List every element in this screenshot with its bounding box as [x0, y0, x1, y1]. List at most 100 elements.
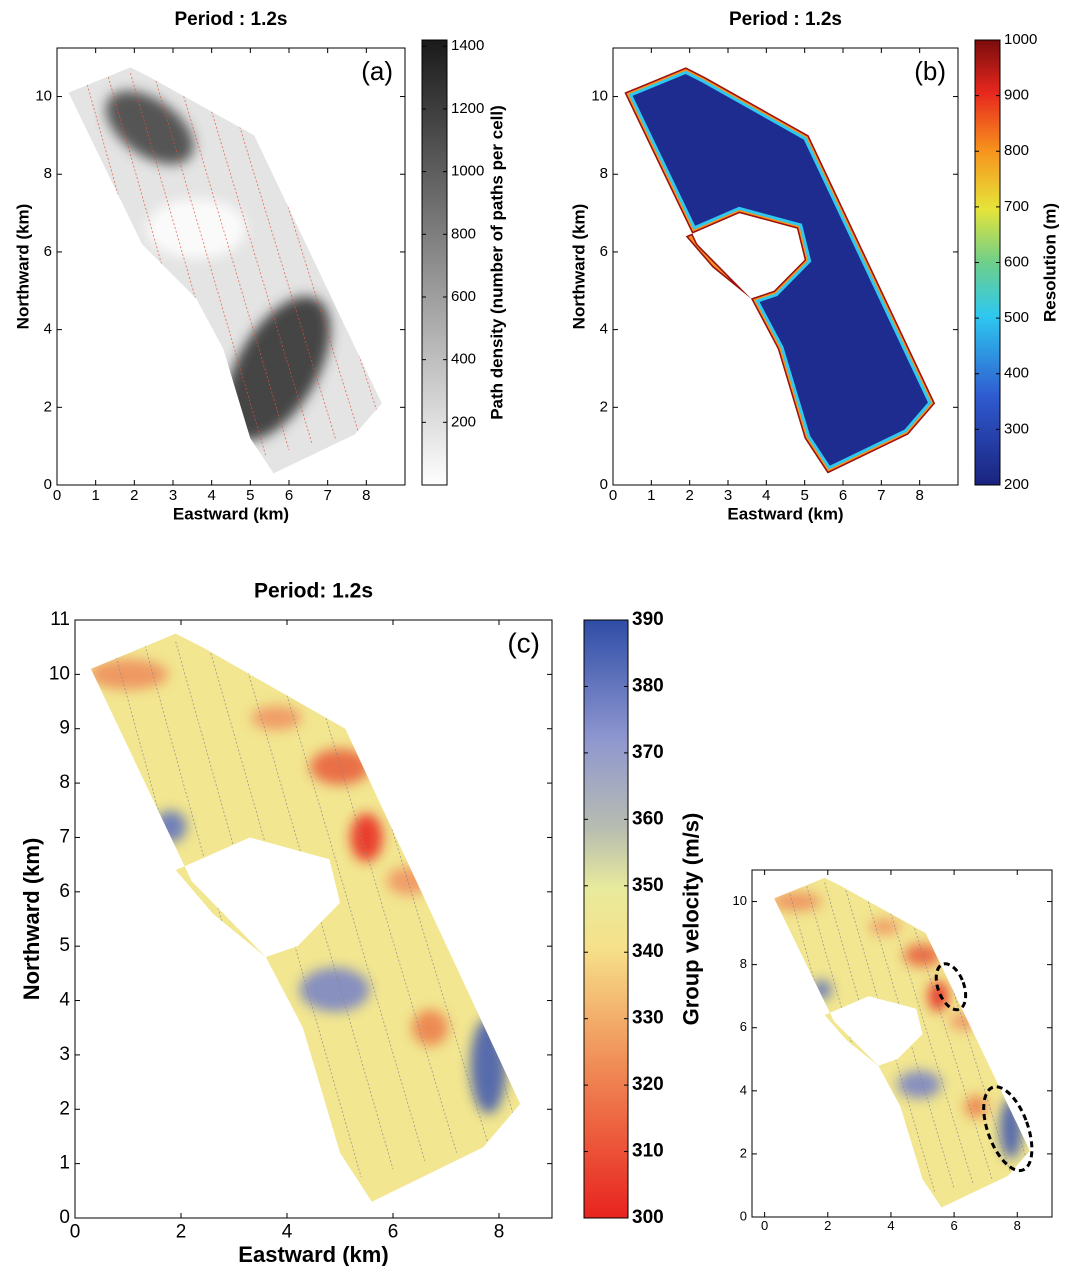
colorbar-tick-label: 200 — [1004, 476, 1029, 493]
density-blob — [105, 90, 194, 165]
x-tick-label: 8 — [362, 487, 370, 504]
y-tick-label: 10 — [591, 88, 608, 105]
velocity-blob — [964, 1095, 988, 1118]
colorbar — [421, 39, 448, 486]
colorbar-label: Group velocity (m/s) — [678, 813, 703, 1026]
ray-path — [238, 641, 394, 1170]
x-tick-label: 8 — [915, 487, 923, 504]
colorbar-label: Resolution (m) — [1040, 203, 1059, 322]
x-tick-label: 6 — [839, 487, 847, 504]
velocity-blob — [928, 981, 949, 1012]
y-tick-label: 9 — [59, 718, 70, 739]
highlight — [934, 962, 968, 1012]
x-axis-label: Eastward (km) — [727, 505, 843, 524]
colorbar-tick-label: 800 — [1004, 142, 1029, 159]
velocity-blob — [299, 967, 370, 1012]
y-tick-label: 5 — [59, 935, 70, 956]
x-tick-label: 7 — [877, 487, 885, 504]
y-tick-label: 0 — [44, 476, 52, 493]
x-tick-label: 2 — [685, 487, 693, 504]
ray-path — [153, 73, 267, 456]
x-axis-label: Eastward (km) — [173, 505, 289, 524]
velocity-blob — [868, 919, 901, 935]
y-tick-label: 6 — [600, 243, 608, 260]
colorbar-tick-label: 390 — [632, 609, 664, 630]
y-tick-label: 10 — [733, 893, 747, 908]
colorbar-tick-label: 1000 — [1004, 31, 1037, 48]
y-tick-label: 2 — [44, 398, 52, 415]
y-tick-label: 6 — [59, 881, 70, 902]
colorbar-tick-label: 600 — [451, 288, 476, 305]
panel-label: (c) — [507, 627, 540, 658]
ray-path — [918, 882, 1012, 1175]
x-tick-label: 2 — [176, 1221, 187, 1242]
y-tick-label: 4 — [740, 1082, 747, 1097]
x-tick-label: 6 — [285, 487, 293, 504]
y-tick-label: 4 — [44, 321, 52, 338]
colorbar-tick-label: 1400 — [451, 37, 484, 54]
y-tick-label: 6 — [44, 243, 52, 260]
x-tick-label: 1 — [647, 487, 655, 504]
ray-path — [862, 882, 955, 1189]
ray-path — [246, 73, 359, 433]
colorbar-tick-label: 900 — [1004, 87, 1029, 104]
x-tick-label: 6 — [388, 1221, 399, 1242]
colorbar-tick-label: 330 — [632, 1008, 664, 1029]
colorbar — [974, 39, 1001, 486]
colorbar-tick-label: 380 — [632, 675, 664, 696]
colorbar-tick-label: 400 — [1004, 365, 1029, 382]
y-tick-label: 11 — [50, 609, 70, 630]
plot-frame — [74, 619, 553, 1219]
colorbar-label: Path density (number of paths per cell) — [487, 105, 506, 420]
y-tick-label: 0 — [600, 476, 608, 493]
ray-path — [881, 882, 974, 1184]
plot-frame — [56, 47, 406, 486]
colorbar-tick-label: 300 — [1004, 420, 1029, 437]
colorbar-tick-label: 370 — [632, 742, 664, 763]
x-tick-label: 1 — [91, 487, 99, 504]
x-tick-label: 0 — [70, 1221, 81, 1242]
colorbar-tick-label: 340 — [632, 941, 664, 962]
x-axis-label: Eastward (km) — [238, 1242, 388, 1266]
velocity-blob — [774, 892, 822, 911]
chart-title: Period : 1.2s — [175, 9, 288, 30]
x-tick-label: 7 — [323, 487, 331, 504]
x-tick-label: 4 — [762, 487, 770, 504]
y-tick-label: 8 — [600, 165, 608, 182]
x-tick-label: 5 — [246, 487, 254, 504]
ray-path — [83, 73, 197, 474]
y-tick-label: 1 — [59, 1153, 70, 1174]
y-axis-label: Northward (km) — [569, 204, 588, 330]
x-tick-label: 3 — [169, 487, 177, 504]
y-tick-label: 4 — [59, 990, 70, 1011]
y-tick-label: 2 — [600, 398, 608, 415]
x-tick-label: 4 — [282, 1221, 293, 1242]
x-tick-label: 2 — [130, 487, 138, 504]
colorbar-tick-label: 320 — [632, 1074, 664, 1095]
ray-path — [302, 641, 457, 1153]
y-tick-label: 2 — [59, 1098, 70, 1119]
panel-label: (a) — [361, 56, 393, 86]
x-tick-label: 8 — [494, 1221, 505, 1242]
colorbar-tick-label: 310 — [632, 1141, 664, 1162]
colorbar-tick-label: 200 — [451, 413, 476, 430]
x-tick-label: 6 — [950, 1218, 957, 1233]
colorbar-tick-label: 600 — [1004, 253, 1029, 270]
y-tick-label: 10 — [49, 663, 70, 684]
y-tick-label: 0 — [59, 1207, 70, 1228]
x-tick-label: 0 — [609, 487, 617, 504]
y-tick-label: 8 — [59, 772, 70, 793]
y-tick-label: 8 — [740, 956, 747, 971]
density-low — [146, 198, 247, 259]
highlight — [982, 1085, 1034, 1173]
ray-path — [199, 73, 313, 445]
ray-path — [207, 641, 362, 1178]
y-tick-label: 8 — [44, 165, 52, 182]
velocity-blob — [350, 813, 383, 862]
colorbar-tick-label: 1000 — [451, 163, 484, 180]
y-tick-label: 2 — [740, 1145, 747, 1160]
panel-label: (b) — [914, 56, 946, 86]
ray-path — [111, 641, 267, 1202]
velocity-blob — [310, 748, 370, 785]
x-tick-label: 4 — [207, 487, 215, 504]
